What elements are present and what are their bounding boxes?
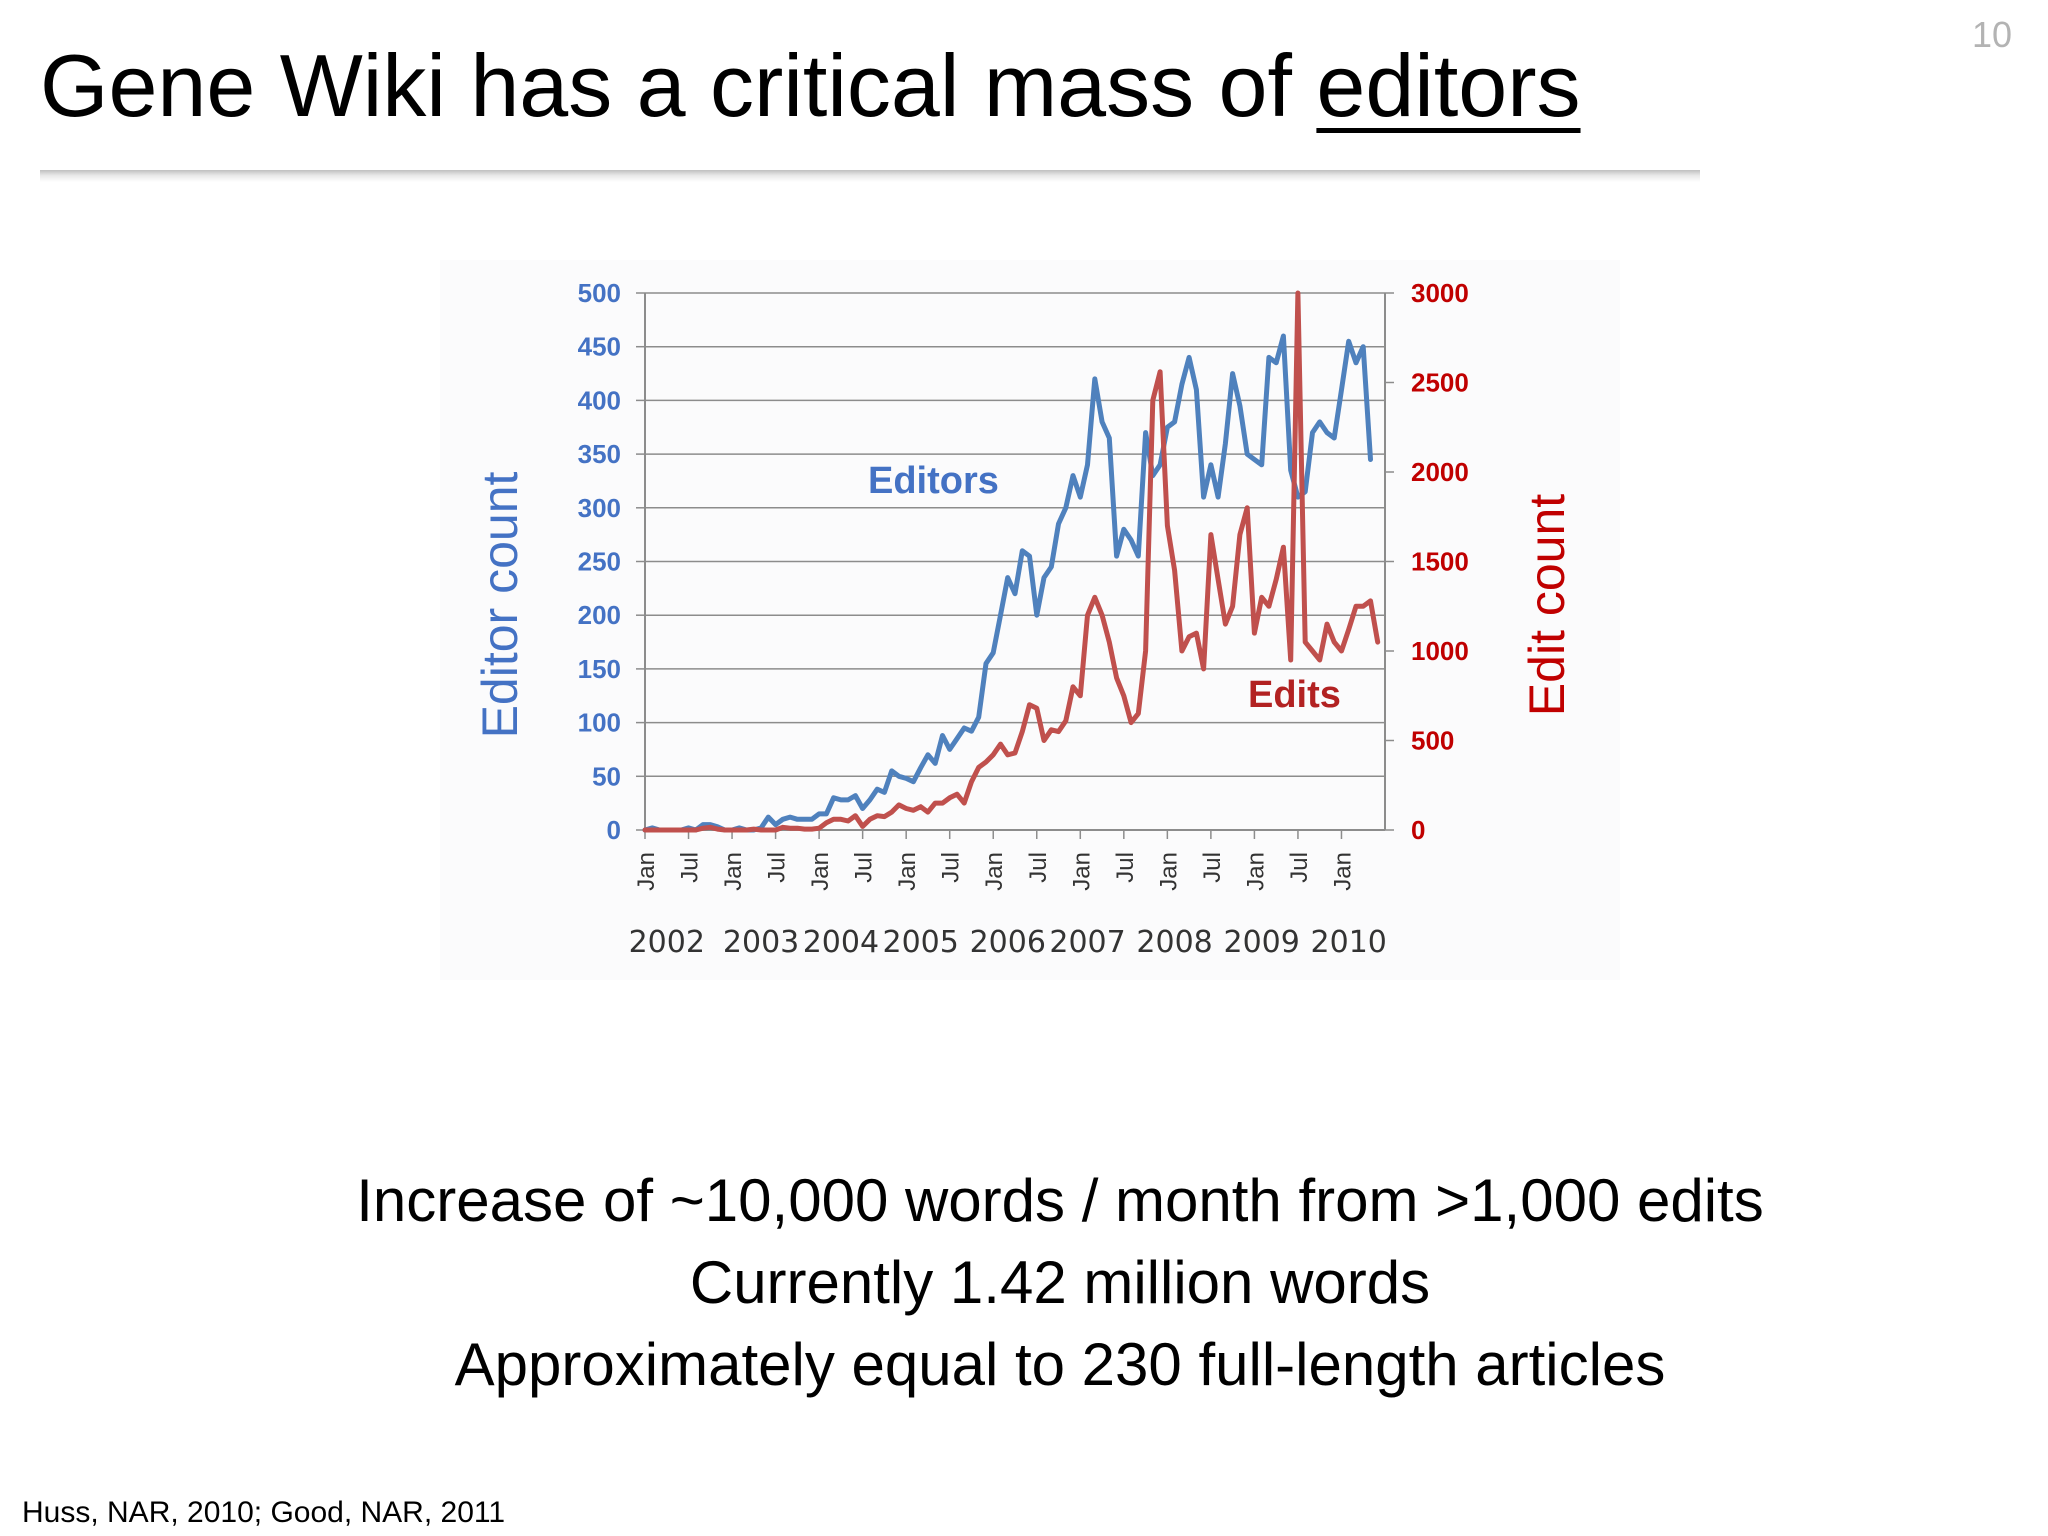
edits-series-line	[642, 290, 1381, 833]
y-left-tick-label: 0	[607, 815, 621, 845]
x-tick-label: Jul	[764, 852, 791, 883]
x-tick-label: Jan	[894, 852, 921, 891]
x-tick-label: Jul	[1199, 852, 1226, 883]
y-right-tick-label: 0	[1411, 815, 1425, 845]
y-left-tick-label: 150	[578, 654, 621, 684]
x-tick-label: Jan	[1242, 852, 1269, 891]
y-left-axis-title: Editor count	[472, 471, 528, 739]
slide-title: Gene Wiki has a critical mass of editors	[40, 39, 1581, 132]
y-left-tick-label: 350	[578, 439, 621, 469]
page-number: 10	[1971, 14, 2012, 55]
slide-title-emphasis: editors	[1316, 36, 1581, 135]
x-tick-label: Jul	[1286, 852, 1313, 883]
x-tick-label: Jul	[938, 852, 965, 883]
slide-title-prefix: Gene Wiki has a critical mass of	[40, 36, 1317, 135]
x-year-label: 2006	[970, 925, 1046, 960]
y-right-tick-label: 3000	[1411, 278, 1469, 308]
y-right-tick-label: 500	[1411, 726, 1454, 756]
x-tick-label: Jan	[1068, 852, 1095, 891]
x-tick-label: Jan	[1329, 852, 1356, 891]
x-year-label: 2010	[1311, 925, 1387, 960]
summary-line: Currently 1.42 million words	[689, 1249, 1431, 1316]
chart: 0 50 100 150 200 250 300 350 400 450 500 0 500 1000 15…	[440, 260, 1620, 980]
x-tick-label: Jul	[677, 852, 704, 883]
x-tick-label: Jul	[851, 852, 878, 883]
x-tick-label: Jan	[807, 852, 834, 891]
y-left-tick-label: 100	[578, 708, 621, 738]
x-tick-label: Jul	[1112, 852, 1139, 883]
y-right-tick-label: 2500	[1411, 368, 1469, 398]
y-right-tick-label: 1500	[1411, 547, 1469, 577]
summary-line: Approximately equal to 230 full-length a…	[454, 1331, 1666, 1398]
y-left-tick-label: 450	[578, 332, 621, 362]
x-tick-label: Jan	[720, 852, 747, 891]
y-left-tick-label: 50	[592, 761, 621, 791]
editors-series-line	[642, 333, 1373, 833]
y-left-tick-label: 200	[578, 600, 621, 630]
y-left-tick-label: 300	[578, 493, 621, 523]
y-right-tick-label: 1000	[1411, 636, 1469, 666]
x-tick-label: Jan	[633, 852, 660, 891]
x-year-label: 2003	[723, 925, 799, 960]
summary-text: Increase of ~10,000 words / month from >…	[0, 1160, 2048, 1406]
citation: Huss, NAR, 2010; Good, NAR, 2011	[22, 1496, 506, 1529]
x-year-label: 2007	[1049, 925, 1125, 960]
x-tick-label: Jan	[1155, 852, 1182, 891]
x-year-label: 2009	[1223, 925, 1299, 960]
y-left-tick-label: 400	[578, 385, 621, 415]
title-divider	[40, 170, 1700, 182]
x-tick-label: Jul	[1025, 852, 1052, 883]
edits-series-label: Edits	[1248, 674, 1341, 716]
y-left-tick-label: 250	[578, 547, 621, 577]
x-year-label: 2008	[1136, 925, 1212, 960]
x-tick-label: Jan	[981, 852, 1008, 891]
y-right-axis-title: Edit count	[1519, 493, 1575, 717]
summary-line: Increase of ~10,000 words / month from >…	[356, 1167, 1764, 1234]
x-year-label: 2002	[629, 925, 705, 960]
x-year-label: 2005	[883, 925, 959, 960]
y-right-tick-label: 2000	[1411, 457, 1469, 487]
chart-plot: 0 50 100 150 200 250 300 350 400 450 500 0 500 1000 15…	[578, 278, 1469, 960]
x-year-label: 2004	[803, 925, 879, 960]
y-left-tick-label: 500	[578, 278, 621, 308]
editors-series-label: Editors	[868, 460, 999, 502]
